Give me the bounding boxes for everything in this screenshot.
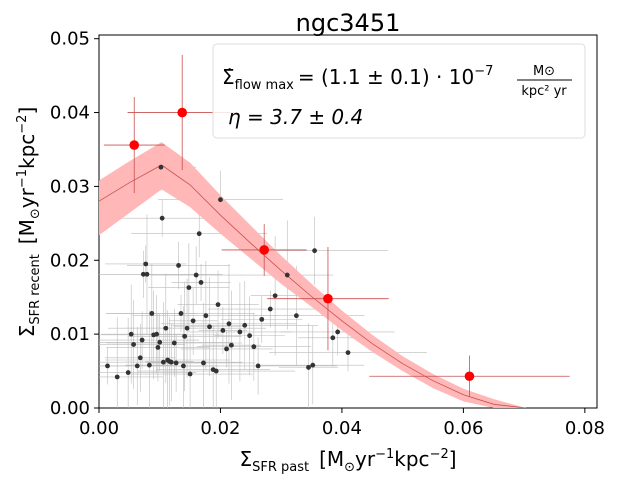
pixel-point — [182, 333, 188, 339]
pixel-point — [284, 272, 290, 278]
pixel-point — [259, 316, 265, 322]
pixel-point — [114, 374, 120, 380]
pixel-point — [155, 345, 161, 350]
pixel-point — [158, 164, 164, 170]
axis-ticks: 0.00 0.02 0.04 0.06 0.08 0.00 0.01 0.02 0.03 0.04… — [50, 29, 605, 439]
pixel-point — [147, 362, 152, 368]
pixel-point — [251, 344, 257, 350]
model-band — [99, 142, 526, 408]
pixel-point — [267, 306, 273, 312]
pixel-point — [228, 342, 234, 348]
pixel-point — [154, 331, 160, 337]
pixel-point — [163, 325, 169, 331]
pixel-point — [144, 271, 150, 277]
binned-point — [259, 245, 269, 255]
pixel-point — [312, 248, 317, 254]
pixel-points — [105, 164, 351, 380]
pixel-point — [224, 346, 229, 352]
pixel-point — [272, 293, 278, 299]
pixel-point — [160, 359, 166, 365]
x-tick-label: 0.04 — [322, 418, 362, 439]
x-tick-label: 0.06 — [443, 418, 483, 439]
pixel-point — [125, 370, 131, 375]
pixel-point — [134, 363, 140, 369]
binned-point — [177, 107, 188, 118]
pixel-point — [306, 364, 311, 370]
y-tick-label: 0.03 — [50, 176, 90, 197]
pixel-point — [203, 313, 209, 319]
pixel-point — [131, 342, 137, 347]
annotation-fraction-denominator: kpc² yr — [521, 84, 567, 99]
pixel-point — [196, 231, 202, 237]
pixel-point — [128, 331, 134, 337]
x-tick-label: 0.00 — [79, 418, 119, 439]
binned-point — [464, 371, 475, 382]
pixel-point — [187, 371, 193, 377]
annotation-subscript: flow max — [235, 78, 295, 93]
binned-points — [129, 107, 475, 382]
chart-title: ngc3451 — [296, 9, 401, 37]
pixel-point — [335, 329, 341, 335]
pixel-point — [242, 322, 248, 328]
model-line-layer — [99, 164, 526, 408]
annotation-sigma-dot: Σ̇ — [222, 65, 235, 89]
pixel-point — [139, 337, 145, 343]
y-tick-label: 0.01 — [50, 324, 90, 345]
pixel-point — [247, 333, 253, 339]
pixel-point — [173, 360, 179, 366]
pixel-point — [198, 280, 204, 285]
y-axis-label: ΣSFR recent[M⊙yr−1kpc−2] — [15, 107, 43, 338]
pixel-point — [193, 272, 199, 278]
pixel-point — [207, 324, 212, 330]
pixel-point — [186, 285, 192, 291]
pixel-point — [105, 363, 110, 369]
model-uncertainty-band — [99, 142, 526, 408]
annotation-exponent: −7 — [474, 64, 493, 79]
pixel-point — [157, 339, 163, 345]
pixel-point — [237, 329, 243, 335]
x-axis-label: ΣSFR past [M⊙yr−1kpc−2] — [239, 447, 456, 475]
pixel-point — [143, 261, 149, 267]
pixel-point — [226, 321, 232, 327]
annotation-line2: η = 3.7 ± 0.4 — [228, 105, 363, 129]
pixel-point — [176, 263, 181, 268]
pixel-point — [159, 215, 165, 221]
pixel-point — [149, 311, 155, 316]
annotation-box — [212, 43, 586, 139]
annotation: Σ̇flow max = (1.1 ± 0.1) · 10−7 M⊙ kpc² y… — [212, 43, 586, 139]
y-tick-label: 0.04 — [50, 103, 90, 124]
y-tick-label: 0.02 — [50, 250, 90, 271]
pixel-point — [255, 363, 261, 369]
y-tick-label: 0.00 — [50, 398, 90, 419]
model-line — [99, 164, 526, 408]
pixel-point — [178, 311, 184, 316]
annotation-line1: Σ̇flow max = (1.1 ± 0.1) · 10−7 — [222, 64, 493, 93]
binned-point — [323, 293, 333, 304]
pixel-point — [213, 368, 219, 374]
pixel-point — [184, 325, 190, 331]
pixel-point — [330, 335, 336, 341]
pixel-point — [140, 271, 146, 277]
pixel-point — [137, 355, 143, 361]
pixel-point — [345, 350, 351, 356]
binned-point — [129, 140, 140, 150]
pixel-point — [168, 359, 174, 365]
pixel-point — [215, 302, 221, 307]
x-tick-label: 0.02 — [200, 418, 240, 439]
pixel-point — [190, 318, 196, 324]
pixel-point — [201, 360, 206, 366]
pixel-point — [171, 340, 177, 346]
annotation-value: = (1.1 ± 0.1) · 10 — [298, 65, 474, 89]
annotation-fraction-numerator: M⊙ — [533, 64, 555, 79]
pixel-point — [310, 362, 316, 368]
pixel-point — [220, 328, 226, 333]
pixel-point — [218, 197, 223, 203]
pixel-point — [181, 363, 186, 369]
pixel-point — [293, 313, 299, 319]
x-tick-label: 0.08 — [565, 418, 605, 439]
y-tick-label: 0.05 — [50, 29, 90, 50]
